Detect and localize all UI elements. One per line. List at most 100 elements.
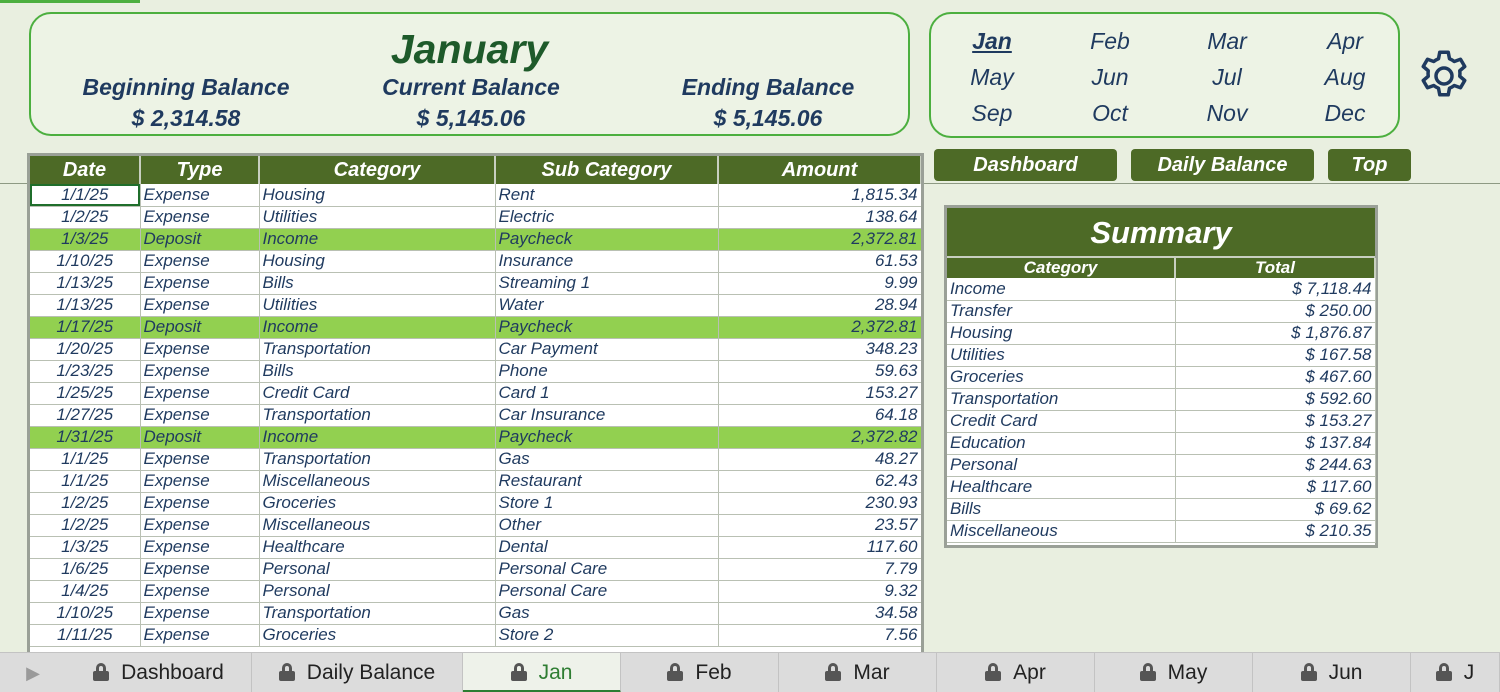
play-arrow-icon[interactable]: ▶ <box>26 663 40 683</box>
cell-type[interactable]: Deposit <box>140 228 260 251</box>
sheet-tab-feb[interactable]: Feb <box>621 653 779 692</box>
month-link-nov[interactable]: Nov <box>1206 100 1248 126</box>
month-link-mar[interactable]: Mar <box>1207 28 1247 54</box>
cell-sub-category[interactable]: Paycheck <box>495 228 719 251</box>
dashboard-button[interactable]: Dashboard <box>934 149 1117 181</box>
summary-total[interactable]: $ 7,118.44 <box>1175 278 1376 301</box>
cell-category[interactable]: Utilities <box>259 294 496 317</box>
summary-total[interactable]: $ 117.60 <box>1175 476 1376 499</box>
top-button[interactable]: Top <box>1328 149 1411 181</box>
cell-date[interactable]: 1/17/25 <box>30 316 141 339</box>
cell-category[interactable]: Income <box>259 426 496 449</box>
summary-header-category[interactable]: Category <box>947 258 1176 278</box>
month-link-jan[interactable]: Jan <box>972 28 1012 54</box>
cell-sub-category[interactable]: Card 1 <box>495 382 719 405</box>
cell-date[interactable]: 1/10/25 <box>30 602 141 625</box>
cell-amount[interactable]: 348.23 <box>718 338 921 361</box>
cell-category[interactable]: Credit Card <box>259 382 496 405</box>
cell-date[interactable]: 1/3/25 <box>30 536 141 559</box>
cell-date[interactable]: 1/1/25 <box>30 470 141 493</box>
column-header-date[interactable]: Date <box>30 156 141 184</box>
cell-sub-category[interactable]: Restaurant <box>495 470 719 493</box>
cell-sub-category[interactable]: Other <box>495 514 719 537</box>
cell-date[interactable]: 1/2/25 <box>30 206 141 229</box>
month-link-apr[interactable]: Apr <box>1327 28 1363 54</box>
cell-category[interactable]: Personal <box>259 580 496 603</box>
cell-sub-category[interactable]: Store 1 <box>495 492 719 515</box>
cell-category[interactable]: Personal <box>259 558 496 581</box>
cell-amount[interactable]: 48.27 <box>718 448 921 471</box>
summary-category[interactable]: Housing <box>947 322 1176 345</box>
cell-amount[interactable]: 62.43 <box>718 470 921 493</box>
cell-type[interactable]: Expense <box>140 404 260 427</box>
cell-amount[interactable]: 9.32 <box>718 580 921 603</box>
cell-type[interactable]: Expense <box>140 382 260 405</box>
cell-category[interactable]: Transportation <box>259 338 496 361</box>
column-header-sub-category[interactable]: Sub Category <box>495 156 719 184</box>
cell-amount[interactable]: 9.99 <box>718 272 921 295</box>
cell-sub-category[interactable]: Personal Care <box>495 580 719 603</box>
cell-amount[interactable]: 2,372.82 <box>718 426 921 449</box>
summary-header-total[interactable]: Total <box>1175 258 1376 278</box>
month-link-dec[interactable]: Dec <box>1324 100 1366 126</box>
cell-date[interactable]: 1/20/25 <box>30 338 141 361</box>
cell-sub-category[interactable]: Store 2 <box>495 624 719 647</box>
summary-total[interactable]: $ 137.84 <box>1175 432 1376 455</box>
cell-amount[interactable]: 64.18 <box>718 404 921 427</box>
cell-amount[interactable]: 2,372.81 <box>718 228 921 251</box>
sheet-tab-apr[interactable]: Apr <box>937 653 1095 692</box>
cell-date[interactable]: 1/31/25 <box>30 426 141 449</box>
cell-sub-category[interactable]: Streaming 1 <box>495 272 719 295</box>
sheet-tab-may[interactable]: May <box>1095 653 1253 692</box>
summary-total[interactable]: $ 1,876.87 <box>1175 322 1376 345</box>
cell-amount[interactable]: 59.63 <box>718 360 921 383</box>
sheet-tab-daily-balance[interactable]: Daily Balance <box>252 653 463 692</box>
cell-amount[interactable]: 28.94 <box>718 294 921 317</box>
cell-type[interactable]: Expense <box>140 470 260 493</box>
month-link-aug[interactable]: Aug <box>1324 64 1366 90</box>
cell-date[interactable]: 1/4/25 <box>30 580 141 603</box>
sheet-tab-mar[interactable]: Mar <box>779 653 937 692</box>
column-header-type[interactable]: Type <box>140 156 260 184</box>
cell-category[interactable]: Healthcare <box>259 536 496 559</box>
summary-total[interactable]: $ 244.63 <box>1175 454 1376 477</box>
cell-type[interactable]: Expense <box>140 360 260 383</box>
cell-date[interactable]: 1/1/25 <box>30 448 141 471</box>
cell-amount[interactable]: 138.64 <box>718 206 921 229</box>
summary-category[interactable]: Utilities <box>947 344 1176 367</box>
cell-date[interactable]: 1/6/25 <box>30 558 141 581</box>
cell-amount[interactable]: 34.58 <box>718 602 921 625</box>
sheet-tab-j[interactable]: J <box>1411 653 1500 692</box>
cell-type[interactable]: Expense <box>140 294 260 317</box>
month-link-jul[interactable]: Jul <box>1212 64 1242 90</box>
cell-amount[interactable]: 23.57 <box>718 514 921 537</box>
cell-type[interactable]: Expense <box>140 624 260 647</box>
cell-category[interactable]: Transportation <box>259 448 496 471</box>
cell-date[interactable]: 1/11/25 <box>30 624 141 647</box>
cell-category[interactable]: Bills <box>259 360 496 383</box>
cell-category[interactable]: Housing <box>259 184 496 207</box>
month-link-oct[interactable]: Oct <box>1092 100 1128 126</box>
summary-category[interactable]: Groceries <box>947 366 1176 389</box>
cell-amount[interactable]: 61.53 <box>718 250 921 273</box>
summary-category[interactable]: Credit Card <box>947 410 1176 433</box>
cell-date[interactable]: 1/27/25 <box>30 404 141 427</box>
summary-total[interactable]: $ 250.00 <box>1175 300 1376 323</box>
cell-date[interactable]: 1/10/25 <box>30 250 141 273</box>
cell-sub-category[interactable]: Water <box>495 294 719 317</box>
cell-type[interactable]: Deposit <box>140 426 260 449</box>
cell-category[interactable]: Transportation <box>259 404 496 427</box>
summary-total[interactable]: $ 69.62 <box>1175 498 1376 521</box>
cell-category[interactable]: Groceries <box>259 492 496 515</box>
cell-type[interactable]: Expense <box>140 536 260 559</box>
cell-category[interactable]: Income <box>259 316 496 339</box>
cell-type[interactable]: Expense <box>140 272 260 295</box>
cell-category[interactable]: Utilities <box>259 206 496 229</box>
cell-amount[interactable]: 7.56 <box>718 624 921 647</box>
summary-total[interactable]: $ 167.58 <box>1175 344 1376 367</box>
cell-date[interactable]: 1/13/25 <box>30 294 141 317</box>
summary-category[interactable]: Education <box>947 432 1176 455</box>
summary-total[interactable]: $ 210.35 <box>1175 520 1376 543</box>
cell-type[interactable]: Expense <box>140 514 260 537</box>
month-link-sep[interactable]: Sep <box>971 100 1013 126</box>
